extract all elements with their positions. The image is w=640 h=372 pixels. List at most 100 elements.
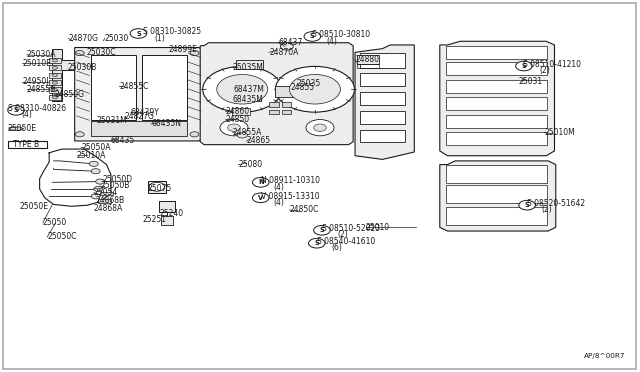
Bar xyxy=(300,77,322,86)
Text: (4): (4) xyxy=(273,198,284,207)
Circle shape xyxy=(308,238,325,248)
Text: 25050A: 25050A xyxy=(81,143,111,152)
Text: 25054: 25054 xyxy=(94,188,118,197)
Bar xyxy=(49,80,61,85)
Circle shape xyxy=(275,66,355,112)
Text: S: S xyxy=(314,240,319,246)
Text: 24899E: 24899E xyxy=(168,45,197,54)
Text: 25035: 25035 xyxy=(296,79,321,88)
Text: 25030: 25030 xyxy=(104,34,129,43)
Text: 24868A: 24868A xyxy=(94,203,123,213)
Text: 25240: 25240 xyxy=(159,209,184,218)
Text: 68437M: 68437M xyxy=(234,85,265,94)
Circle shape xyxy=(130,29,147,38)
Text: S: S xyxy=(525,202,529,208)
Text: 24850: 24850 xyxy=(226,115,250,124)
Bar xyxy=(360,111,405,124)
Text: 24870A: 24870A xyxy=(269,48,298,57)
Text: S 08540-41610: S 08540-41610 xyxy=(317,237,375,246)
Bar xyxy=(360,92,405,105)
Text: 24855A: 24855A xyxy=(233,128,262,137)
Bar xyxy=(446,115,547,128)
Text: 25050C: 25050C xyxy=(47,232,77,241)
Bar xyxy=(446,207,547,225)
Text: 24855C: 24855C xyxy=(119,82,148,91)
Text: (4): (4) xyxy=(273,183,284,192)
Text: S 08520-51642: S 08520-51642 xyxy=(527,199,585,208)
Circle shape xyxy=(190,51,199,56)
Bar xyxy=(49,58,61,63)
Circle shape xyxy=(52,81,58,84)
Polygon shape xyxy=(440,41,554,156)
Bar xyxy=(275,86,307,97)
Text: (4): (4) xyxy=(326,37,337,46)
Circle shape xyxy=(90,161,99,166)
Bar xyxy=(282,110,291,114)
Text: 25010E: 25010E xyxy=(22,58,51,68)
Text: V 08915-13310: V 08915-13310 xyxy=(260,192,319,201)
Text: (1): (1) xyxy=(154,34,165,43)
Bar xyxy=(49,73,61,78)
Polygon shape xyxy=(52,49,75,101)
Text: 24865: 24865 xyxy=(246,137,271,145)
Text: (2): (2) xyxy=(337,230,348,239)
Text: S: S xyxy=(136,31,141,36)
Circle shape xyxy=(52,96,58,99)
Text: (6): (6) xyxy=(332,243,342,252)
Bar xyxy=(269,110,278,114)
Circle shape xyxy=(220,119,248,136)
Circle shape xyxy=(306,119,334,136)
Text: 25010M: 25010M xyxy=(544,128,575,137)
Circle shape xyxy=(237,132,247,138)
Bar xyxy=(159,201,175,212)
Circle shape xyxy=(149,182,164,191)
Text: (4): (4) xyxy=(22,110,33,119)
Text: 24860: 24860 xyxy=(226,107,250,116)
Bar xyxy=(446,185,547,203)
Circle shape xyxy=(314,124,326,131)
Text: 25050E: 25050E xyxy=(8,124,36,132)
Text: N 08911-10310: N 08911-10310 xyxy=(260,176,320,185)
Text: 24850G: 24850G xyxy=(54,90,84,99)
Bar xyxy=(446,132,547,145)
Bar xyxy=(239,96,260,101)
Text: S 08510-30810: S 08510-30810 xyxy=(312,30,371,39)
Text: S 08510-41210: S 08510-41210 xyxy=(523,60,580,69)
Text: S: S xyxy=(13,107,19,113)
Text: 25030A: 25030A xyxy=(27,51,56,60)
Text: 25075: 25075 xyxy=(148,185,172,193)
Text: 24868B: 24868B xyxy=(96,196,125,205)
Text: 24850C: 24850C xyxy=(289,205,319,215)
Circle shape xyxy=(76,132,84,137)
Bar xyxy=(357,64,380,68)
Bar xyxy=(8,141,47,148)
Text: 25050D: 25050D xyxy=(102,175,132,184)
Bar xyxy=(49,87,61,93)
Polygon shape xyxy=(355,45,414,160)
Text: TYPE B: TYPE B xyxy=(13,140,39,149)
Bar xyxy=(357,55,380,64)
Polygon shape xyxy=(9,127,24,131)
Circle shape xyxy=(190,132,199,137)
Text: (2): (2) xyxy=(540,66,550,75)
Bar xyxy=(239,85,260,91)
Circle shape xyxy=(92,194,100,199)
Circle shape xyxy=(52,66,58,69)
Text: 25030C: 25030C xyxy=(86,48,116,57)
Polygon shape xyxy=(440,161,556,231)
Bar xyxy=(446,97,547,110)
Text: S 08510-52023: S 08510-52023 xyxy=(322,224,380,233)
Text: 25050: 25050 xyxy=(43,218,67,227)
Circle shape xyxy=(304,32,321,41)
Text: 24870G: 24870G xyxy=(68,34,99,43)
Text: N: N xyxy=(258,179,264,185)
Text: 24827G: 24827G xyxy=(124,112,154,121)
Bar xyxy=(232,109,250,115)
Circle shape xyxy=(252,177,269,187)
Bar xyxy=(141,55,188,119)
Bar xyxy=(360,129,405,142)
Bar xyxy=(446,62,547,75)
Circle shape xyxy=(94,186,102,192)
Bar xyxy=(91,55,136,119)
Circle shape xyxy=(8,106,24,115)
